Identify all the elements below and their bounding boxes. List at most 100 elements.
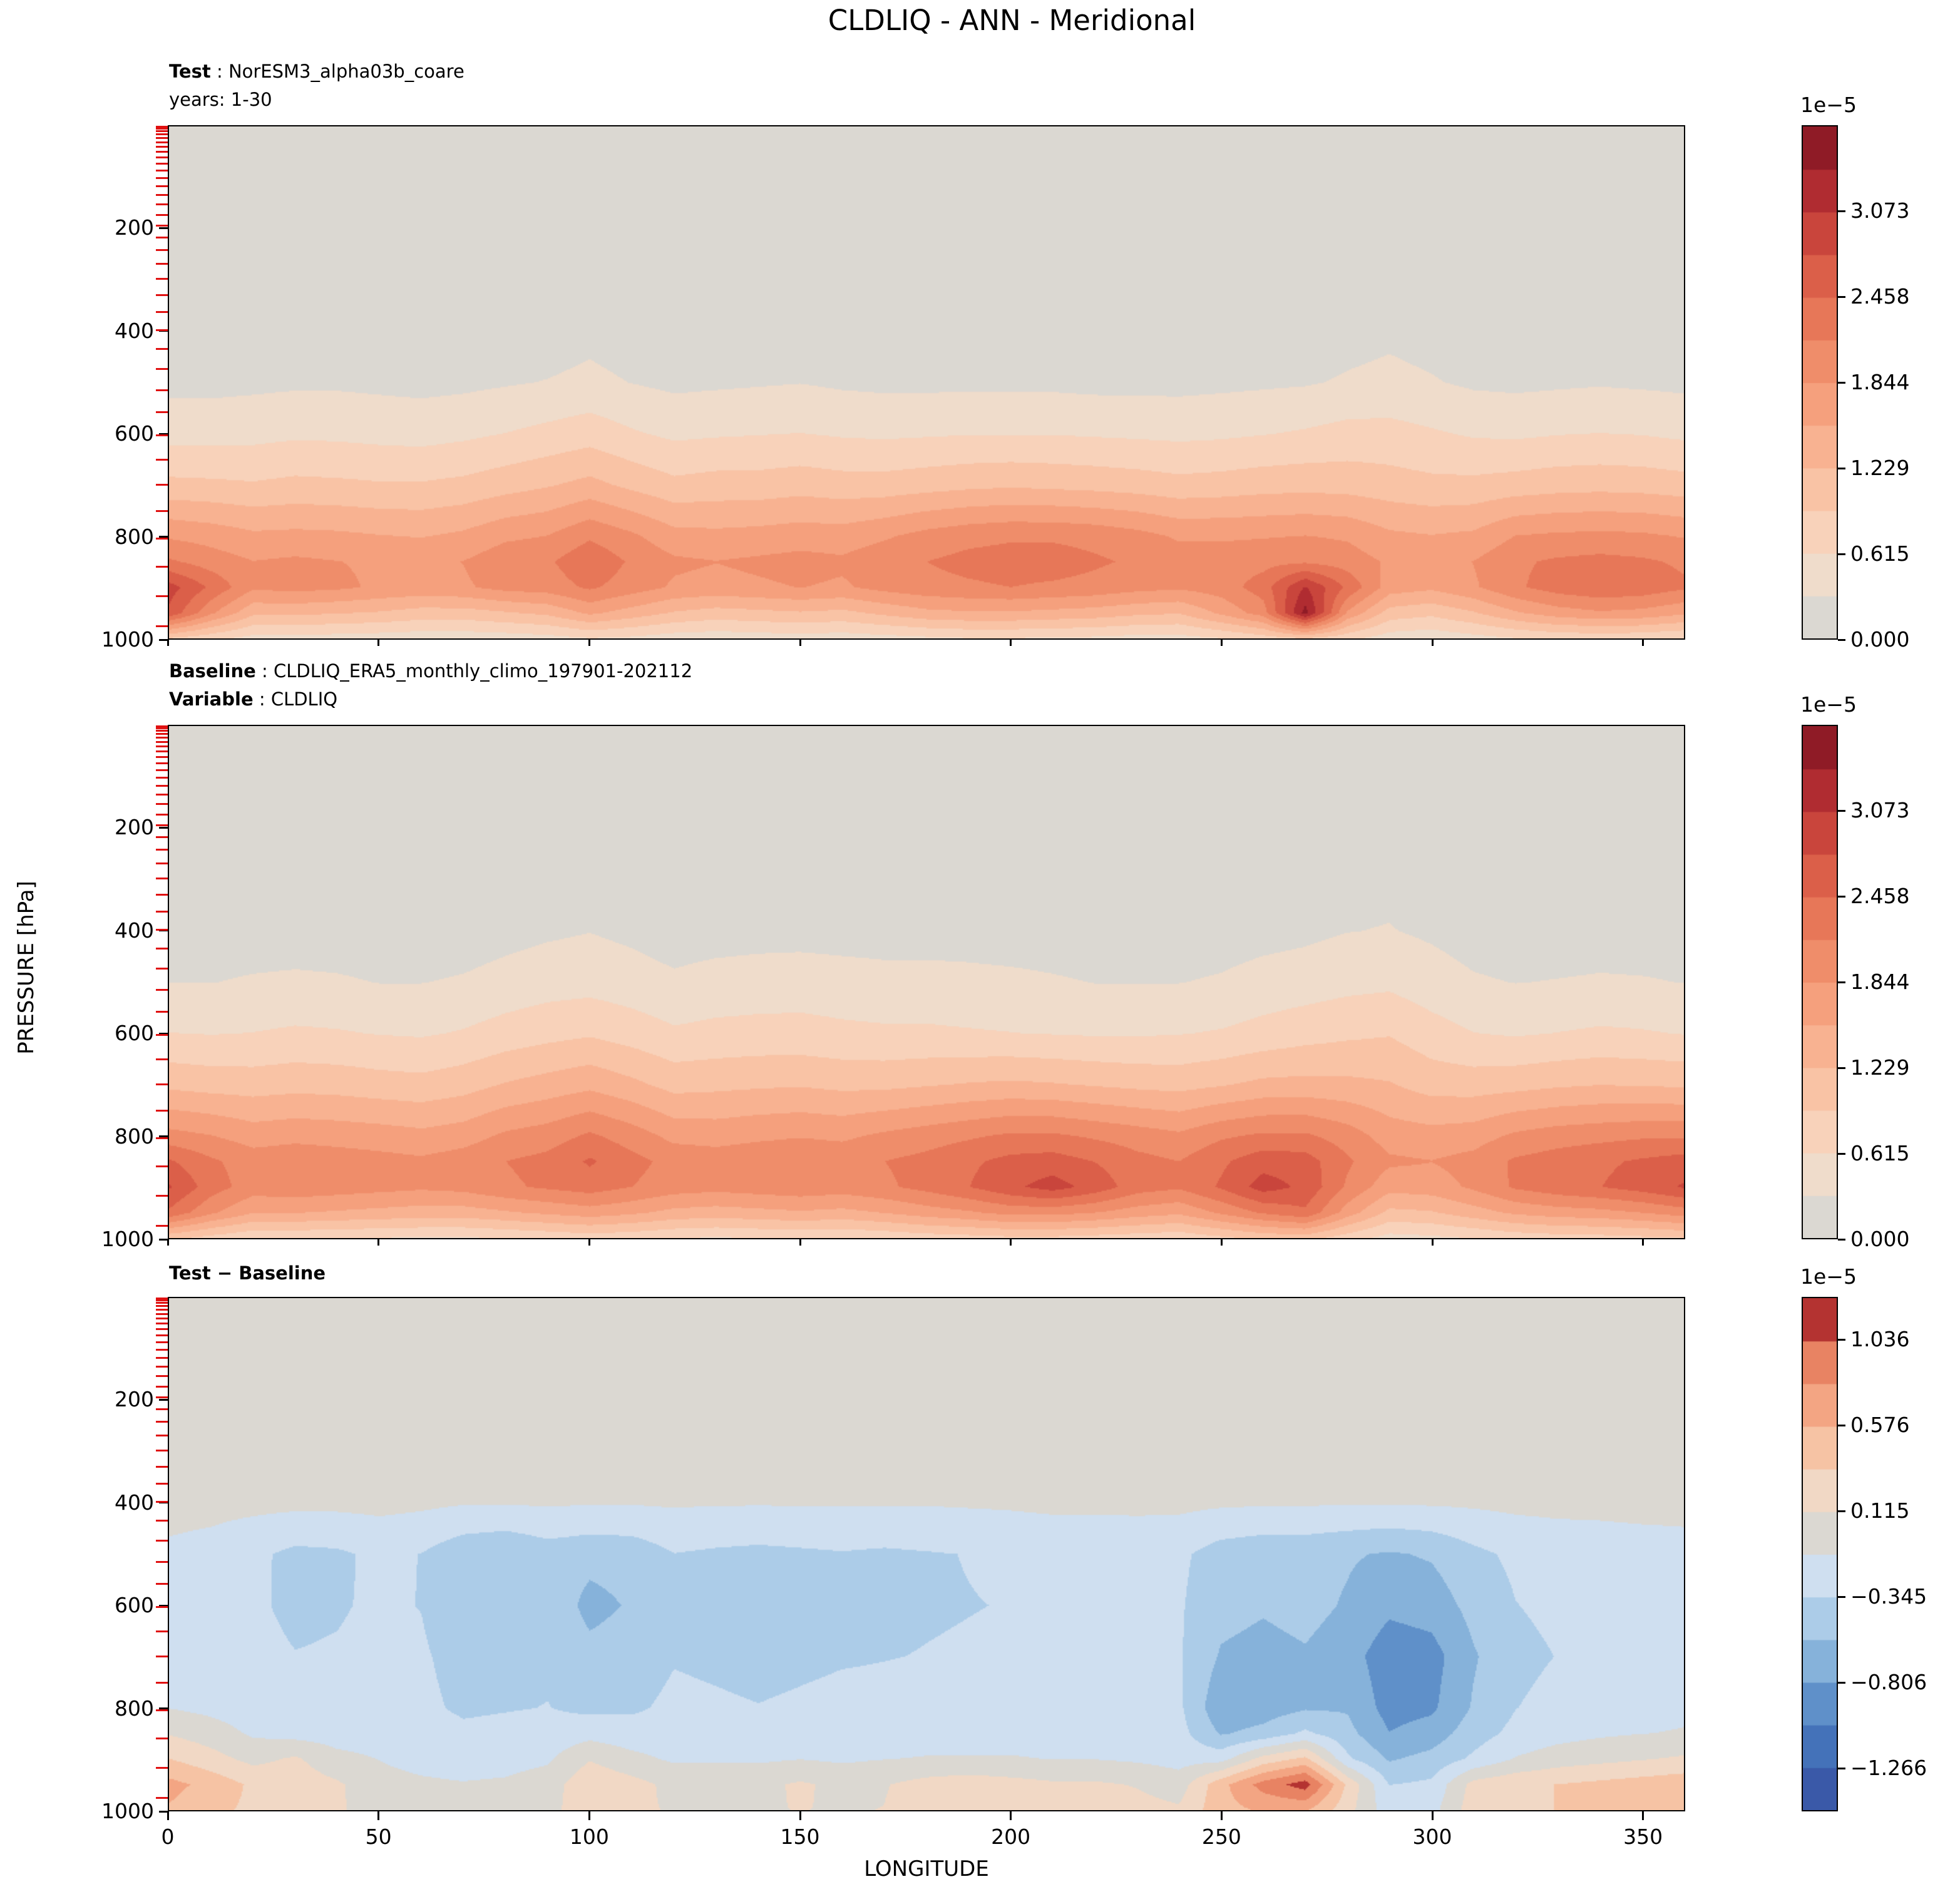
model-level-tick: [156, 785, 168, 787]
y-tick-label: 1000: [101, 627, 154, 652]
model-level-tick: [156, 1083, 168, 1086]
model-level-tick: [156, 1606, 168, 1609]
model-level-tick: [156, 249, 168, 252]
model-level-tick: [156, 745, 168, 748]
colorbar-tick-label: 1.036: [1850, 1327, 1910, 1352]
model-level-tick: [156, 762, 168, 765]
colorbar-tick-mark: [1838, 895, 1845, 898]
model-level-tick: [156, 278, 168, 280]
y-tick-label: 600: [115, 1593, 154, 1618]
y-tick-mark: [159, 1604, 168, 1607]
colorbar-tick-label: 0.576: [1850, 1413, 1910, 1438]
model-level-tick: [156, 1766, 168, 1769]
colorbar-tick-label: 3.073: [1850, 198, 1910, 223]
baseline-colorbar: [1802, 725, 1838, 1239]
x-tick-mark: [588, 1239, 590, 1246]
y-tick-mark: [159, 1810, 168, 1813]
model-level-tick: [156, 163, 168, 165]
x-tick-mark: [1431, 1811, 1434, 1820]
colorbar-tick-label: 0.115: [1850, 1498, 1910, 1523]
diff-contour-plot: [168, 1297, 1685, 1811]
model-level-tick: [156, 185, 168, 188]
colorbar-tick-label: −1.266: [1850, 1756, 1927, 1781]
colorbar-tick-label: 3.073: [1850, 798, 1910, 822]
colorbar-tick-label: 2.458: [1850, 284, 1910, 309]
model-level-tick: [156, 1421, 168, 1423]
model-level-tick: [156, 625, 168, 628]
test-label-line1: Test : NorESM3_alpha03b_coare: [169, 61, 464, 82]
model-level-tick: [156, 537, 168, 540]
model-level-tick: [156, 169, 168, 171]
test-colorbar: [1802, 125, 1838, 640]
model-level-tick: [156, 1334, 168, 1337]
baseline-label-line2: Variable : CLDLIQ: [169, 688, 338, 710]
y-tick-mark: [159, 638, 168, 641]
y-tick-label: 800: [115, 524, 154, 549]
baseline-contour-plot: [168, 725, 1685, 1239]
colorbar-tick-mark: [1838, 1681, 1845, 1684]
x-axis-label: LONGITUDE: [864, 1856, 989, 1881]
colorbar-tick-label: 0.000: [1850, 1227, 1910, 1251]
diff-contour-canvas: [169, 1298, 1684, 1810]
model-level-tick: [156, 1313, 168, 1315]
x-tick-mark: [1431, 1239, 1434, 1246]
model-level-tick: [156, 389, 168, 391]
model-level-tick: [156, 1305, 168, 1308]
model-level-tick: [156, 1302, 168, 1304]
model-level-tick: [156, 484, 168, 486]
x-tick-mark: [167, 1811, 169, 1820]
y-tick-label: 800: [115, 1124, 154, 1149]
model-level-tick: [156, 750, 168, 753]
model-level-tick: [156, 862, 168, 865]
model-level-tick: [156, 1630, 168, 1632]
model-level-tick: [156, 836, 168, 838]
chart-title: CLDLIQ - ANN - Meridional: [828, 4, 1196, 37]
y-tick-mark: [159, 1032, 168, 1035]
model-level-tick: [156, 1165, 168, 1167]
x-tick-mark: [799, 1239, 801, 1246]
colorbar-tick-mark: [1838, 553, 1845, 555]
model-level-tick: [156, 194, 168, 197]
x-tick-mark: [1431, 640, 1434, 646]
model-level-tick: [156, 1396, 168, 1398]
model-level-tick: [156, 411, 168, 414]
y-tick-mark: [159, 1238, 168, 1241]
colorbar-tick-label: 2.458: [1850, 884, 1910, 908]
model-level-tick: [156, 803, 168, 806]
y-tick-mark: [159, 433, 168, 435]
y-tick-label: 1000: [101, 1799, 154, 1823]
model-level-tick: [156, 156, 168, 159]
model-level-tick: [156, 740, 168, 743]
model-level-tick: [156, 1540, 168, 1542]
colorbar-tick-mark: [1838, 981, 1845, 983]
colorbar-tick-mark: [1838, 638, 1845, 641]
model-level-tick: [156, 510, 168, 512]
model-level-tick: [156, 1225, 168, 1227]
model-level-tick: [156, 756, 168, 759]
model-level-tick: [156, 1309, 168, 1311]
colorbar-tick-label: 1.844: [1850, 970, 1910, 994]
model-level-tick: [156, 988, 168, 991]
model-level-tick: [156, 1323, 168, 1325]
diff-colorbar-exponent: 1e−5: [1800, 1264, 1857, 1289]
y-tick-label: 200: [115, 815, 154, 840]
model-level-tick: [156, 1137, 168, 1139]
diff-label-line1: Test − Baseline: [169, 1262, 326, 1284]
model-level-tick: [156, 177, 168, 180]
colorbar-tick-mark: [1838, 381, 1845, 384]
x-tick-mark: [1220, 1239, 1223, 1246]
model-level-tick: [156, 213, 168, 216]
model-level-tick: [156, 968, 168, 970]
model-level-tick: [156, 368, 168, 371]
colorbar-tick-mark: [1838, 809, 1845, 812]
model-level-tick: [156, 434, 168, 437]
model-level-tick: [156, 203, 168, 206]
x-tick-mark: [799, 1811, 801, 1820]
colorbar-tick-mark: [1838, 1510, 1845, 1512]
model-level-tick: [156, 565, 168, 568]
model-level-tick: [156, 777, 168, 779]
y-tick-mark: [159, 330, 168, 332]
x-tick-label: 50: [365, 1825, 392, 1849]
y-tick-mark: [159, 826, 168, 829]
model-level-tick: [156, 849, 168, 851]
